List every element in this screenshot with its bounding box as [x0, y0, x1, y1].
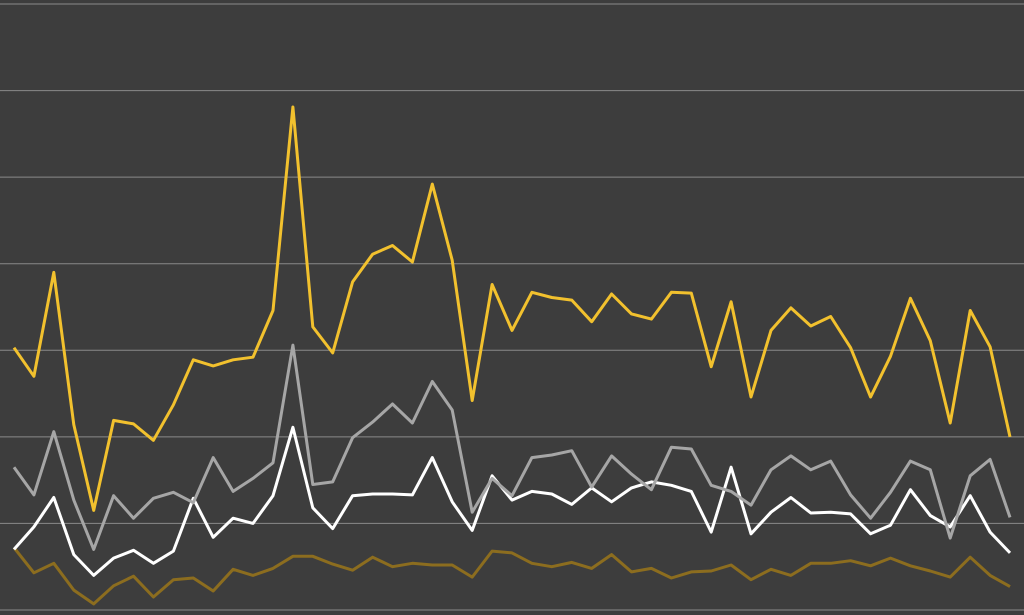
- series-line: [12, 425, 1012, 577]
- series-line: [12, 343, 1012, 551]
- series-line: [12, 546, 1011, 606]
- series-line: [12, 105, 1012, 512]
